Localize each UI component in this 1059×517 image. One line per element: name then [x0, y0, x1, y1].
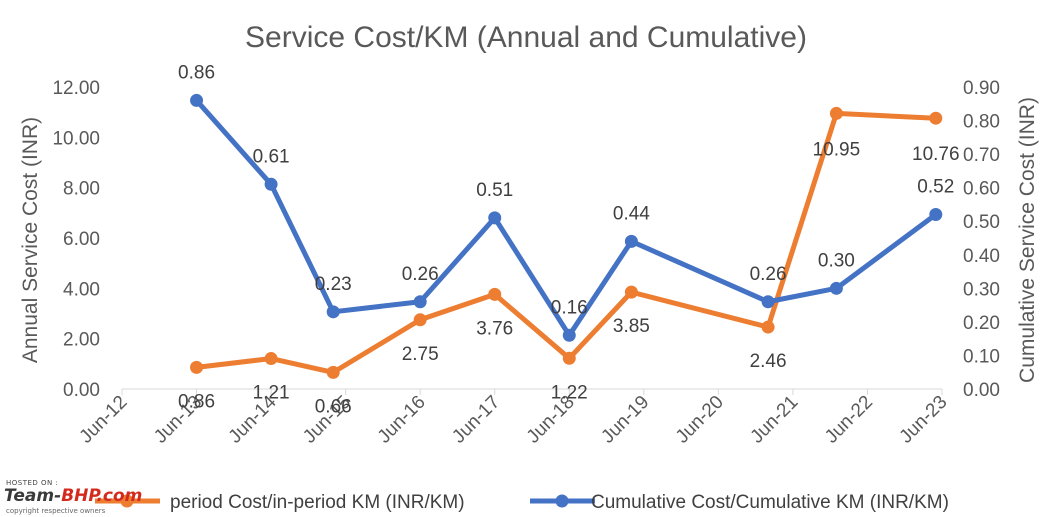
data-label: 3.76	[476, 318, 513, 339]
x-tick-label: Jun-23	[896, 392, 952, 448]
y-left-tick-label: 12.00	[52, 78, 100, 99]
x-tick-label: Jun-19	[597, 392, 653, 448]
y-right-tick-label: 0.70	[963, 145, 1000, 166]
data-point	[929, 111, 943, 125]
watermark-logo: HOSTED ON : Team-BHP.com copyright respe…	[4, 479, 194, 515]
data-label: 0.26	[402, 264, 439, 285]
data-point	[488, 287, 502, 301]
series-layer	[190, 93, 943, 379]
axes: Jun-12 Jun-13 Jun-14 Jun-15 Jun-16 Jun-17 Jun-…	[19, 78, 1039, 448]
data-point	[624, 285, 638, 299]
data-label: 0.16	[551, 297, 588, 318]
y-right-tick-label: 0.80	[963, 112, 1000, 133]
data-label: 10.76	[912, 144, 960, 165]
watermark-hosted-text: HOSTED ON :	[6, 479, 59, 487]
data-point	[326, 305, 340, 319]
data-label: 1.21	[253, 383, 290, 404]
legend: period Cost/in-period KM (INR/KM) Cumulat…	[95, 492, 949, 513]
y-left-tick-label: 0.00	[63, 380, 100, 401]
y-left-tick-label: 4.00	[63, 279, 100, 300]
y-right-tick-label: 0.90	[963, 78, 1000, 99]
data-label: 0.52	[917, 177, 954, 198]
x-tick-label: Jun-16	[374, 392, 430, 448]
legend-label: period Cost/in-period KM (INR/KM)	[170, 492, 465, 513]
y-left-tick-label: 8.00	[63, 179, 100, 200]
data-label: 0.26	[750, 264, 787, 285]
data-label: 0.86	[178, 62, 215, 83]
series-line	[194, 110, 939, 375]
data-point	[929, 208, 943, 222]
series-line	[194, 97, 939, 338]
data-point	[488, 211, 502, 225]
data-label: 0.44	[613, 203, 650, 224]
y-right-tick-label: 0.30	[963, 279, 1000, 300]
watermark-brand-main: BHP.com	[61, 486, 143, 506]
x-tick-label: Jun-20	[672, 392, 728, 448]
data-label: 0.30	[818, 250, 855, 271]
y-right-tick-label: 0.10	[963, 346, 1000, 367]
data-point	[326, 365, 340, 379]
y-right-tick-label: 0.20	[963, 313, 1000, 334]
x-tick-label: Jun-22	[821, 392, 877, 448]
watermark-brand-prefix: Team-	[4, 486, 62, 506]
legend-swatch-marker	[555, 494, 569, 508]
data-labels: 0.86 1.21 0.66 2.75 3.76 1.22 3.85 2.46 10.95 10.…	[178, 62, 960, 417]
data-point	[264, 177, 278, 191]
data-point	[264, 352, 278, 366]
y-right-axis-title: Cumulative Service Cost (INR)	[1016, 97, 1039, 383]
data-point	[761, 295, 775, 309]
data-point	[829, 281, 843, 295]
data-label: 0.51	[476, 180, 513, 201]
data-label: 3.85	[613, 316, 650, 337]
x-tick-label: Jun-17	[448, 392, 504, 448]
data-point	[562, 328, 576, 342]
data-point	[829, 106, 843, 120]
y-left-axis-title: Annual Service Cost (INR)	[19, 117, 42, 363]
data-label: 0.61	[253, 146, 290, 167]
y-right-tick-label: 0.00	[963, 380, 1000, 401]
data-label: 0.86	[178, 391, 215, 412]
data-point	[190, 93, 204, 107]
data-label: 10.95	[813, 139, 861, 160]
data-label: 2.75	[402, 344, 439, 365]
data-point	[761, 320, 775, 334]
data-point	[413, 295, 427, 309]
y-left-tick-label: 10.00	[52, 128, 100, 149]
data-point	[413, 313, 427, 327]
watermark-brand: Team-BHP.com	[4, 486, 142, 506]
data-label: 0.23	[315, 274, 352, 295]
legend-label: Cumulative Cost/Cumulative KM (INR/KM)	[591, 492, 949, 513]
x-tick-label: Jun-21	[747, 392, 803, 448]
y-right-tick-label: 0.60	[963, 179, 1000, 200]
legend-swatch-marker	[120, 494, 134, 508]
data-point	[624, 234, 638, 248]
data-label: 2.46	[750, 351, 787, 372]
data-point	[190, 360, 204, 374]
y-right-tick-label: 0.40	[963, 246, 1000, 267]
data-label: 1.22	[551, 382, 588, 403]
y-left-tick-label: 2.00	[63, 330, 100, 351]
y-right-tick-label: 0.50	[963, 212, 1000, 233]
data-point	[562, 351, 576, 365]
data-label: 0.66	[315, 396, 352, 417]
chart-title: Service Cost/KM (Annual and Cumulative)	[245, 21, 807, 54]
y-left-tick-label: 6.00	[63, 229, 100, 250]
watermark-subtext: copyright respective owners	[6, 507, 106, 515]
